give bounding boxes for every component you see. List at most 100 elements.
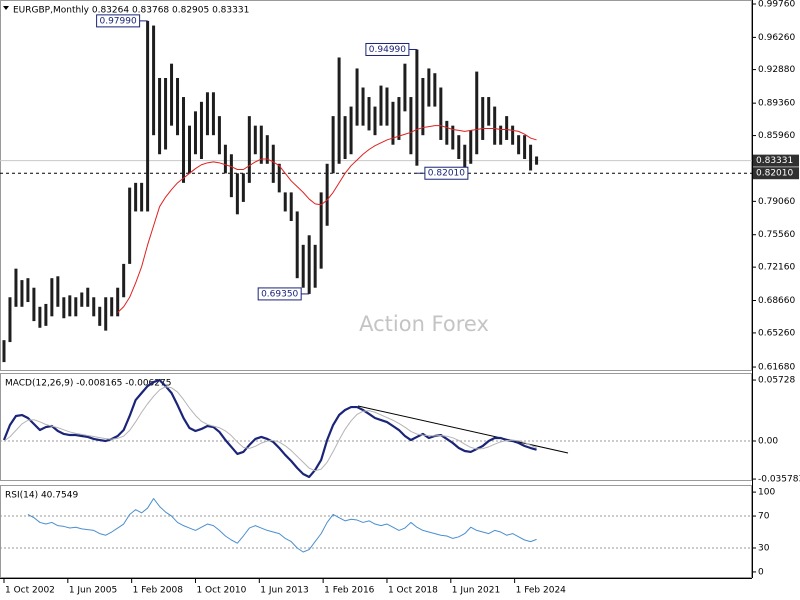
y-tick-label: 0.61680: [758, 363, 795, 373]
price-bar: [415, 49, 419, 166]
price-bar: [481, 97, 485, 140]
price-bar: [187, 125, 191, 174]
price-bar: [50, 278, 54, 317]
annotation-box: [96, 14, 141, 28]
indicator-line: [117, 125, 537, 313]
price-bar: [385, 87, 389, 126]
price-bar: [277, 163, 281, 193]
price-bar: [469, 130, 473, 164]
price-bar: [229, 154, 233, 198]
price-bar: [134, 182, 138, 212]
pane-title: MACD(12,26,9) -0.008165 -0.006275: [5, 379, 171, 389]
annotation-label: 0.94990: [369, 45, 406, 55]
indicator-line: [27, 497, 537, 553]
price-bar: [217, 116, 221, 155]
price-bar: [235, 173, 239, 215]
price-bar: [403, 63, 407, 112]
price-bar: [421, 77, 425, 136]
price-bar: [283, 192, 287, 212]
watermark: Action Forex: [359, 312, 489, 336]
price-bar: [110, 297, 114, 317]
y-tick-label: 0.79060: [758, 197, 795, 207]
price-bar: [517, 135, 521, 155]
y-tick-label: 0.65260: [758, 328, 795, 338]
price-bar: [68, 295, 72, 317]
price-bar: [26, 278, 30, 303]
price-bar: [409, 97, 413, 155]
x-tick-label: 1 Feb 2008: [133, 586, 184, 596]
annotation-box: [365, 42, 410, 56]
price-bar: [140, 182, 144, 212]
y-tick-label: 0.72160: [758, 263, 795, 273]
price-bar: [146, 20, 150, 212]
price-bar: [379, 85, 383, 126]
x-tick-label: 1 Oct 2002: [5, 586, 55, 596]
price-bar: [247, 116, 251, 183]
x-tick-label: 1 Feb 2016: [324, 586, 375, 596]
price-bar: [92, 297, 96, 317]
y-tick-label: 0.92880: [758, 65, 795, 75]
price-bar: [307, 235, 311, 294]
price-bar: [14, 268, 18, 307]
price-bar: [176, 77, 180, 136]
y-tick-label: 70: [758, 512, 770, 522]
y-tick-label: 100: [758, 488, 775, 498]
y-tick-label: 30: [758, 543, 770, 553]
price-label: 0.82010: [756, 169, 793, 179]
price-bar: [427, 68, 431, 107]
indicator-line: [3, 386, 537, 472]
price-bar: [98, 306, 102, 326]
price-label-box: [753, 167, 799, 180]
y-tick-label: 0.96260: [758, 33, 795, 43]
price-bar: [193, 111, 197, 155]
price-bar: [116, 287, 120, 317]
macd-pane-frame: [0, 373, 752, 481]
price-bar: [128, 187, 132, 264]
annotation-label: 0.69350: [261, 289, 298, 299]
price-bar: [325, 163, 329, 226]
x-tick-label: 1 Oct 2010: [196, 586, 246, 596]
symbol-menu-icon: [3, 6, 9, 10]
trend-line: [357, 405, 569, 454]
price-bar: [367, 97, 371, 131]
price-bar: [301, 244, 305, 288]
price-bar: [223, 144, 227, 174]
price-bar: [433, 73, 437, 107]
price-bar: [475, 71, 479, 155]
annotation-label: 0.82010: [428, 169, 465, 179]
price-bar: [8, 297, 12, 343]
price-bar: [523, 135, 527, 160]
price-bar: [457, 135, 461, 160]
price-bar: [44, 303, 48, 326]
price-bar: [373, 106, 377, 136]
price-bar: [487, 97, 491, 126]
price-bar: [259, 125, 263, 164]
price-bar: [451, 125, 455, 150]
price-bar: [493, 106, 497, 145]
price-bar: [152, 25, 156, 136]
x-tick-label: 1 Oct 2018: [388, 586, 438, 596]
price-bar: [535, 156, 539, 165]
price-pane-frame: [0, 0, 752, 371]
price-bar: [499, 125, 503, 145]
y-tick-label: 0: [758, 567, 764, 577]
price-bar: [511, 125, 515, 145]
y-tick-label: 0.75560: [758, 230, 795, 240]
y-tick-label: 0.85960: [758, 131, 795, 141]
price-bar: [56, 276, 60, 307]
price-bar: [62, 297, 66, 319]
price-bar: [199, 101, 203, 160]
price-bar: [80, 292, 84, 307]
x-tick-label: 1 Jun 2013: [260, 586, 308, 596]
annotation-label: 0.97990: [99, 16, 136, 26]
price-bar: [20, 280, 24, 307]
price-bar: [505, 116, 509, 140]
price-bar: [211, 92, 215, 136]
price-bar: [397, 97, 401, 140]
price-bar: [74, 297, 78, 317]
price-bar: [38, 306, 42, 328]
price-bar: [319, 192, 323, 269]
